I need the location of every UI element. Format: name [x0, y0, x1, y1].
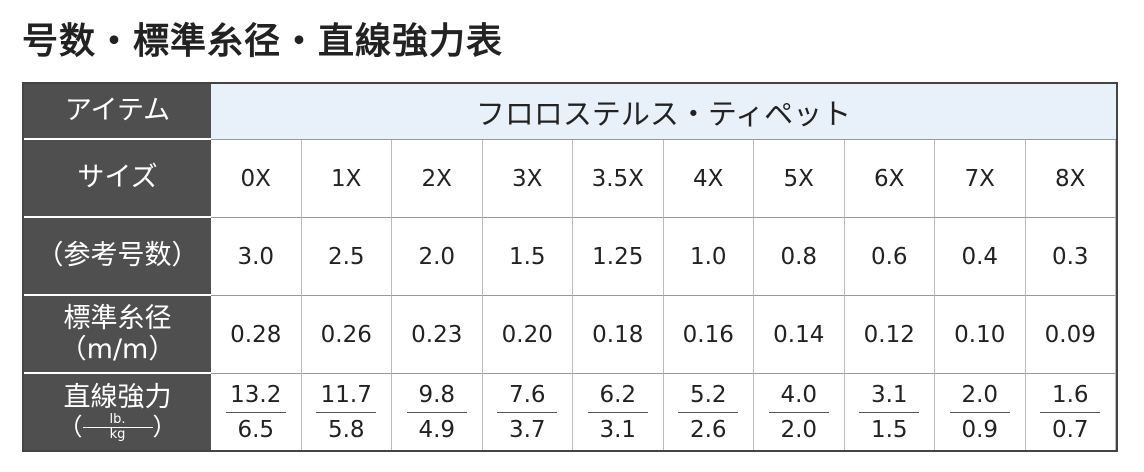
row-header: 標準糸径 （m/m） — [24, 296, 211, 374]
kg-value: 5.8 — [327, 416, 365, 443]
header-line: （m/m） — [59, 334, 176, 365]
cell: 0.3 — [1025, 218, 1116, 296]
strength-fraction: 9.8 4.9 — [406, 381, 467, 443]
paren: ） — [152, 412, 177, 441]
strength-fraction: 7.6 3.7 — [497, 381, 558, 443]
spec-table: アイテム フロロステルス・ティペット サイズ 0X 1X 2X 3X 3.5X 4X 5X 6X 7X… — [22, 82, 1118, 452]
cell: 0.09 — [1025, 296, 1116, 374]
cell: 0.18 — [573, 296, 664, 374]
cell: 1.25 — [573, 218, 664, 296]
kg-value: 2.6 — [689, 416, 727, 443]
strength-fraction: 5.2 2.6 — [678, 381, 739, 443]
strength-fraction: 3.1 1.5 — [859, 381, 920, 443]
fraction-bar — [949, 411, 1010, 413]
cell: 0.23 — [392, 296, 483, 374]
cell: 3.5X — [573, 140, 664, 218]
cell: 0.28 — [211, 296, 302, 374]
fraction-bar — [1040, 411, 1101, 413]
header-line: 標準糸径 — [63, 302, 172, 334]
cell: 6X — [844, 140, 935, 218]
cell: 2.5 — [301, 218, 392, 296]
cell: 0.26 — [301, 296, 392, 374]
cell: 8X — [1025, 140, 1116, 218]
cell: 0.8 — [754, 218, 845, 296]
kg-value: 3.1 — [599, 416, 637, 443]
fraction-bar — [225, 411, 286, 413]
cell: 3.1 1.5 — [845, 374, 935, 450]
kg-value: 0.9 — [961, 416, 999, 443]
cell: 2.0 0.9 — [935, 374, 1026, 450]
cell: 1X — [301, 140, 392, 218]
fraction-bar — [82, 427, 153, 429]
cell: 0.4 — [935, 218, 1026, 296]
cell: 7X — [935, 140, 1026, 218]
cell: 0.6 — [844, 218, 935, 296]
numerator: lb. — [109, 411, 126, 427]
fraction-bar — [497, 411, 558, 413]
strength-fraction: 13.2 6.5 — [225, 381, 286, 443]
cell: 0.10 — [935, 296, 1026, 374]
cell: 5.2 2.6 — [664, 374, 754, 450]
unit-fraction: lb. kg — [82, 411, 153, 443]
fraction-bar — [678, 411, 739, 413]
cell: 4X — [663, 140, 754, 218]
lb-value: 5.2 — [689, 381, 727, 408]
header-line: 直線強力 — [63, 381, 172, 413]
cell: 0.20 — [482, 296, 573, 374]
strength-fraction: 4.0 2.0 — [768, 381, 829, 443]
cell: 9.8 4.9 — [392, 374, 483, 450]
cell: 3.0 — [211, 218, 302, 296]
row-header: （参考号数） — [24, 218, 211, 296]
denominator: kg — [109, 427, 126, 443]
fraction-bar — [587, 411, 648, 413]
lb-value: 6.2 — [599, 381, 637, 408]
lb-value: 1.6 — [1051, 381, 1089, 408]
cell: 0.14 — [754, 296, 845, 374]
kg-value: 2.0 — [780, 416, 818, 443]
lb-value: 13.2 — [230, 381, 282, 408]
cell: 1.0 — [663, 218, 754, 296]
strength-fraction: 1.6 0.7 — [1040, 381, 1101, 443]
lb-value: 3.1 — [870, 381, 908, 408]
lb-value: 9.8 — [418, 381, 456, 408]
cell: 1.5 — [482, 218, 573, 296]
unit: （lb. kg） — [58, 411, 177, 443]
lb-value: 11.7 — [320, 381, 372, 408]
cell: 0X — [211, 140, 302, 218]
fraction-bar — [316, 411, 377, 413]
cell: 0.16 — [663, 296, 754, 374]
kg-value: 0.7 — [1051, 416, 1089, 443]
fraction-bar — [859, 411, 920, 413]
item-name: フロロステルス・ティペット — [211, 84, 1116, 140]
cell: 11.7 5.8 — [302, 374, 392, 450]
cell: 2X — [392, 140, 483, 218]
kg-value: 6.5 — [237, 416, 275, 443]
kg-value: 4.9 — [418, 416, 456, 443]
cell: 1.6 0.7 — [1026, 374, 1116, 450]
cell: 4.0 2.0 — [754, 374, 845, 450]
cell: 2.0 — [392, 218, 483, 296]
cell: 13.2 6.5 — [211, 374, 302, 450]
lb-value: 7.6 — [508, 381, 546, 408]
row-header: 直線強力（lb. kg） — [24, 374, 211, 450]
kg-value: 3.7 — [508, 416, 546, 443]
lb-value: 4.0 — [780, 381, 818, 408]
cell: 5X — [754, 140, 845, 218]
cell: 3X — [482, 140, 573, 218]
kg-value: 1.5 — [870, 416, 908, 443]
cell: 6.2 3.1 — [573, 374, 664, 450]
cell: 0.12 — [844, 296, 935, 374]
paren: （ — [58, 412, 83, 441]
strength-fraction: 11.7 5.8 — [316, 381, 377, 443]
page-title: 号数・標準糸径・直線強力表 — [22, 21, 504, 62]
lb-value: 2.0 — [961, 381, 999, 408]
fraction-bar — [406, 411, 467, 413]
strength-fraction: 2.0 0.9 — [949, 381, 1010, 443]
row-header: アイテム — [24, 84, 211, 140]
fraction-bar — [768, 411, 829, 413]
strength-fraction: 6.2 3.1 — [587, 381, 648, 443]
row-header: サイズ — [24, 140, 211, 218]
cell: 7.6 3.7 — [483, 374, 573, 450]
